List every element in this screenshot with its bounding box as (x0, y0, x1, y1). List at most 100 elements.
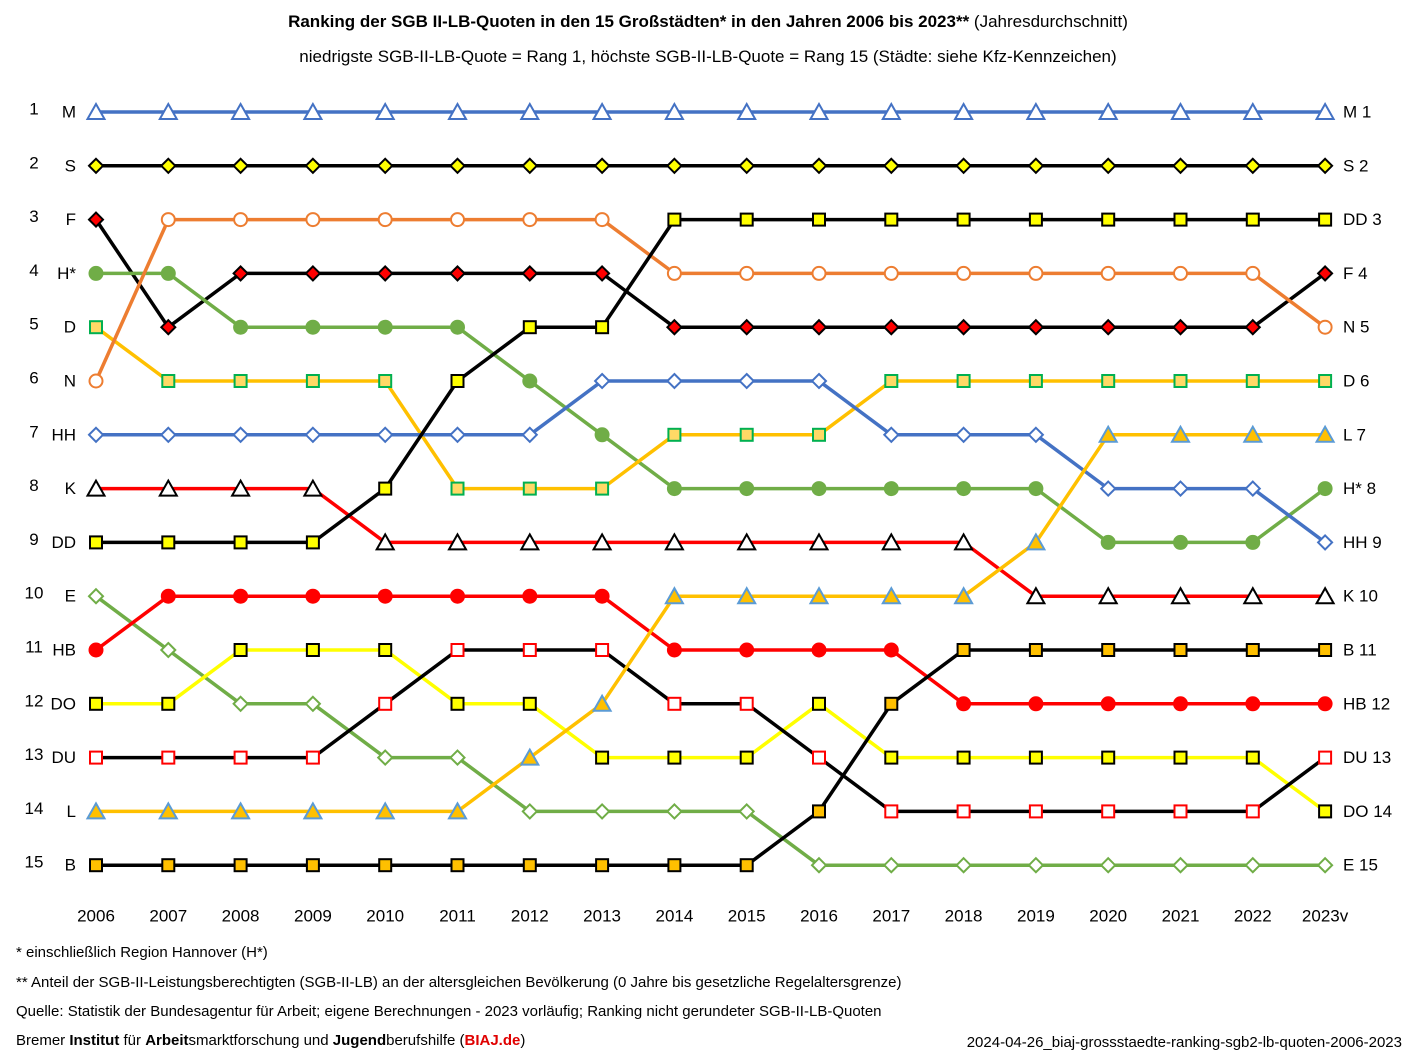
data-point-D (884, 374, 899, 388)
data-point-HB (233, 588, 249, 604)
data-point-N (956, 265, 972, 281)
data-point-M (447, 101, 468, 120)
data-point-M (591, 101, 613, 120)
x-tick-label: 2015 (728, 906, 766, 925)
data-point-L (664, 586, 685, 605)
rank-number: 4 (29, 261, 38, 280)
data-point-H* (956, 481, 972, 497)
data-point-DO (739, 750, 754, 765)
data-point-HB (88, 642, 104, 658)
rank-number: 3 (29, 207, 38, 226)
series-line-K (94, 486, 1327, 598)
data-point-DD (305, 535, 320, 550)
data-point-B (161, 858, 176, 873)
data-point-E (665, 802, 683, 820)
data-point-B (305, 858, 320, 873)
data-point-F (882, 318, 900, 336)
data-point-S (882, 157, 900, 175)
x-tick-label: 2011 (439, 906, 476, 925)
end-city-label: B 11 (1343, 640, 1377, 659)
data-point-N (450, 212, 465, 228)
end-city-label: HH 9 (1343, 533, 1382, 552)
data-point-M (158, 101, 179, 120)
data-point-B (1245, 643, 1260, 657)
start-city-label: DD (51, 533, 76, 552)
rank-number: 13 (25, 745, 44, 764)
series-line-DU (94, 648, 1327, 814)
end-city-label: D 6 (1343, 371, 1369, 390)
start-city-label: N (64, 371, 76, 390)
publisher-credit-part: Institut (69, 1032, 120, 1049)
data-point-N (160, 212, 176, 228)
chart-title-main: Ranking der SGB II-LB-Quoten in den 15 G… (288, 12, 970, 31)
start-city-label: B (65, 856, 76, 875)
data-point-K (447, 532, 468, 551)
data-point-N (88, 373, 104, 389)
start-city-label: F (66, 210, 76, 229)
data-point-HH (1316, 533, 1334, 551)
data-point-DD (739, 212, 754, 227)
data-point-N (666, 265, 682, 281)
data-point-L (447, 801, 468, 820)
data-point-DD (812, 212, 826, 227)
data-point-L (1242, 424, 1264, 443)
start-city-label: D (64, 318, 76, 337)
series-line-HH (94, 379, 1327, 545)
data-point-H* (1173, 534, 1188, 550)
data-point-M (519, 101, 541, 120)
data-point-H* (377, 319, 393, 335)
start-city-label: K (65, 479, 77, 498)
rank-number: 15 (25, 853, 44, 872)
data-point-M (374, 101, 396, 120)
data-point-K (85, 478, 107, 497)
series-line-B (94, 648, 1327, 867)
data-point-K (953, 532, 974, 551)
publisher-credit-part: Bremer (16, 1032, 70, 1049)
data-point-E (1316, 856, 1334, 874)
data-point-M (1314, 101, 1336, 120)
data-point-B (378, 858, 393, 873)
ranking-line-chart: 123456789101112131415MSFH*DNHHKDDEHBDODU… (25, 99, 1393, 925)
data-point-HB (305, 588, 321, 604)
data-point-B (1101, 643, 1116, 657)
rank-number: 6 (29, 368, 38, 387)
data-point-D (522, 481, 537, 496)
data-point-DU (1101, 804, 1116, 819)
footnote-source: Quelle: Statistik der Bundesagentur für … (16, 1003, 882, 1020)
start-city-label: DO (51, 694, 77, 713)
data-point-K (1170, 586, 1191, 605)
data-point-N (883, 265, 899, 281)
data-point-H* (522, 373, 538, 389)
data-point-DU (450, 643, 465, 657)
data-point-DD (378, 481, 393, 496)
end-city-label: HB 12 (1343, 694, 1390, 713)
rank-number: 11 (25, 637, 43, 656)
data-point-DD (1101, 212, 1116, 227)
data-point-H* (305, 319, 321, 335)
data-point-D (1245, 374, 1260, 388)
start-city-label: DU (51, 748, 76, 767)
data-point-D (812, 427, 826, 442)
data-point-B (1318, 643, 1333, 657)
publisher-credit-part: ) (520, 1032, 526, 1049)
data-point-DO (1318, 804, 1333, 819)
data-point-E (1172, 856, 1189, 874)
data-point-L (1025, 532, 1047, 551)
data-point-DO (1245, 750, 1260, 765)
data-point-S (521, 157, 539, 175)
data-point-HH (665, 372, 683, 390)
data-point-HH (159, 426, 177, 444)
data-point-D (956, 374, 971, 388)
data-point-B (667, 858, 682, 873)
x-tick-label: 2022 (1234, 906, 1272, 925)
end-city-label: M 1 (1343, 102, 1371, 121)
data-point-HH (1027, 426, 1045, 444)
data-point-D (1101, 374, 1116, 388)
end-city-label: K 10 (1343, 587, 1378, 606)
data-point-DD (595, 320, 610, 335)
data-point-L (1314, 424, 1336, 443)
data-point-DO (522, 696, 537, 711)
data-point-DD (233, 535, 248, 550)
data-point-HH (955, 426, 973, 444)
